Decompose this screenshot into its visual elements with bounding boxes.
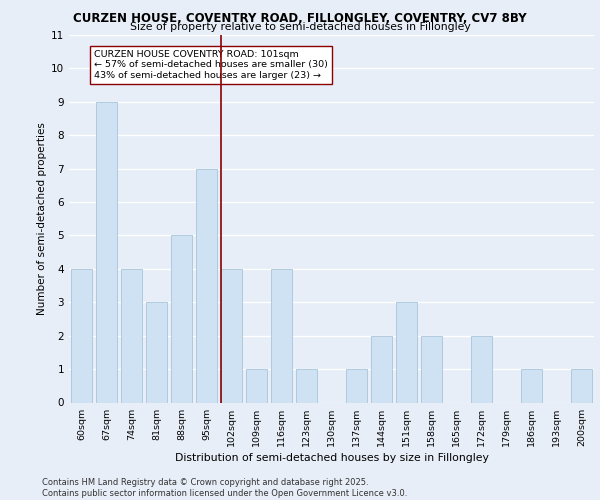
Bar	[171, 236, 192, 402]
Bar	[371, 336, 392, 402]
Text: Size of property relative to semi-detached houses in Fillongley: Size of property relative to semi-detach…	[130, 22, 470, 32]
Bar	[146, 302, 167, 402]
Bar	[121, 269, 142, 402]
Bar	[296, 369, 317, 402]
Bar	[346, 369, 367, 402]
Bar	[196, 168, 217, 402]
Bar	[421, 336, 442, 402]
Bar	[221, 269, 242, 402]
Bar	[521, 369, 542, 402]
Bar	[571, 369, 592, 402]
X-axis label: Distribution of semi-detached houses by size in Fillongley: Distribution of semi-detached houses by …	[175, 452, 488, 462]
Bar	[96, 102, 117, 403]
Bar	[71, 269, 92, 402]
Text: CURZEN HOUSE, COVENTRY ROAD, FILLONGLEY, COVENTRY, CV7 8BY: CURZEN HOUSE, COVENTRY ROAD, FILLONGLEY,…	[73, 12, 527, 26]
Text: Contains HM Land Registry data © Crown copyright and database right 2025.
Contai: Contains HM Land Registry data © Crown c…	[42, 478, 407, 498]
Bar	[471, 336, 492, 402]
Bar	[246, 369, 267, 402]
Bar	[396, 302, 417, 402]
Text: CURZEN HOUSE COVENTRY ROAD: 101sqm
← 57% of semi-detached houses are smaller (30: CURZEN HOUSE COVENTRY ROAD: 101sqm ← 57%…	[94, 50, 328, 80]
Bar	[271, 269, 292, 402]
Y-axis label: Number of semi-detached properties: Number of semi-detached properties	[37, 122, 47, 315]
